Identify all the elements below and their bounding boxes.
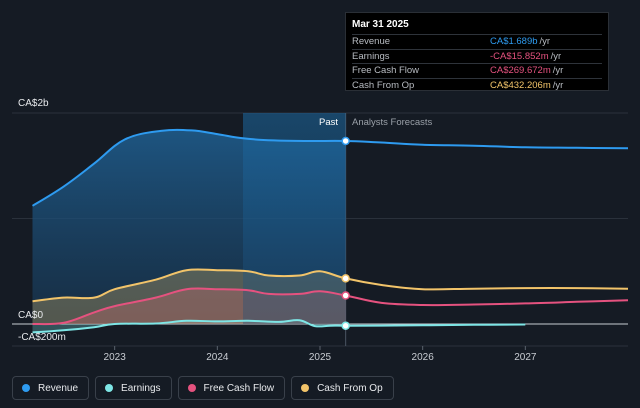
revenue-marker bbox=[341, 136, 350, 146]
tooltip-row-value: -CA$15.852m bbox=[490, 50, 549, 62]
cash-from-op-line bbox=[32, 268, 629, 303]
legend-label: Revenue bbox=[38, 382, 79, 394]
legend-label: Free Cash Flow bbox=[203, 382, 275, 394]
tooltip-row-cash-from-op: Cash From Op CA$432.206m/yr bbox=[352, 77, 602, 93]
legend-dot-icon bbox=[187, 384, 196, 392]
y-label-zero: CA$0 bbox=[18, 310, 43, 321]
x-tick-label-2025: 2025 bbox=[309, 352, 332, 363]
legend-item-revenue[interactable]: Revenue bbox=[12, 376, 90, 400]
tooltip-row-earnings: Earnings -CA$15.852m/yr bbox=[352, 48, 602, 64]
tooltip-row-unit: /yr bbox=[552, 65, 564, 77]
tooltip-date: Mar 31 2025 bbox=[352, 19, 409, 30]
tooltip-row-label: Free Cash Flow bbox=[352, 65, 420, 77]
x-tick-label-2024: 2024 bbox=[206, 352, 229, 363]
x-tick-label-2023: 2023 bbox=[104, 352, 127, 363]
x-axis-ticks: 2023 2024 2025 2026 2027 bbox=[104, 346, 537, 363]
legend-item-cash-from-op[interactable]: Cash From Op bbox=[291, 376, 394, 400]
earnings-line bbox=[32, 319, 526, 334]
tooltip-row-label: Earnings bbox=[352, 50, 390, 62]
tooltip-row-value: CA$1.689b bbox=[490, 36, 538, 48]
legend-dot-icon bbox=[22, 384, 30, 392]
free-cash-flow-marker bbox=[341, 291, 350, 300]
revenue-line bbox=[31, 128, 629, 207]
axis-labels: CA$2b CA$0 -CA$200m Past Analysts Foreca… bbox=[18, 98, 432, 343]
highlight-band bbox=[243, 113, 346, 324]
legend: Revenue Earnings Free Cash Flow Cash From O… bbox=[12, 376, 394, 400]
tooltip-row-revenue: Revenue CA$1.689b/yr bbox=[352, 34, 602, 49]
legend-label: Cash From Op bbox=[317, 382, 383, 394]
legend-item-free-cash-flow[interactable]: Free Cash Flow bbox=[177, 376, 286, 400]
tooltip-row-value: CA$269.672m bbox=[490, 65, 551, 77]
legend-dot-icon bbox=[105, 384, 114, 392]
series-lines bbox=[31, 128, 629, 334]
past-label: Past bbox=[319, 117, 338, 128]
tooltip-row-free-cash-flow: Free Cash Flow CA$269.672m/yr bbox=[352, 63, 602, 78]
legend-item-earnings[interactable]: Earnings bbox=[95, 376, 172, 400]
free-cash-flow-line bbox=[32, 287, 629, 326]
forecast-label: Analysts Forecasts bbox=[352, 117, 432, 128]
tooltip: Mar 31 2025 Revenue CA$1.689b/yr Earnings -… bbox=[345, 12, 609, 91]
series-markers bbox=[341, 136, 350, 330]
tooltip-row-unit: /yr bbox=[550, 50, 562, 62]
x-tick-label-2027: 2027 bbox=[514, 352, 537, 363]
legend-label: Earnings bbox=[121, 382, 161, 394]
x-tick-label-2026: 2026 bbox=[412, 352, 435, 363]
y-label-neg: -CA$200m bbox=[18, 332, 66, 343]
tooltip-row-label: Revenue bbox=[352, 36, 391, 48]
legend-dot-icon bbox=[301, 384, 310, 392]
tooltip-row-unit: /yr bbox=[552, 79, 564, 91]
earnings-marker bbox=[341, 321, 350, 330]
y-label-top: CA$2b bbox=[18, 98, 49, 109]
tooltip-row-label: Cash From Op bbox=[352, 79, 415, 91]
tooltip-row-value: CA$432.206m bbox=[490, 79, 551, 91]
cash-from-op-marker bbox=[341, 274, 350, 283]
tooltip-row-unit: /yr bbox=[539, 36, 551, 48]
